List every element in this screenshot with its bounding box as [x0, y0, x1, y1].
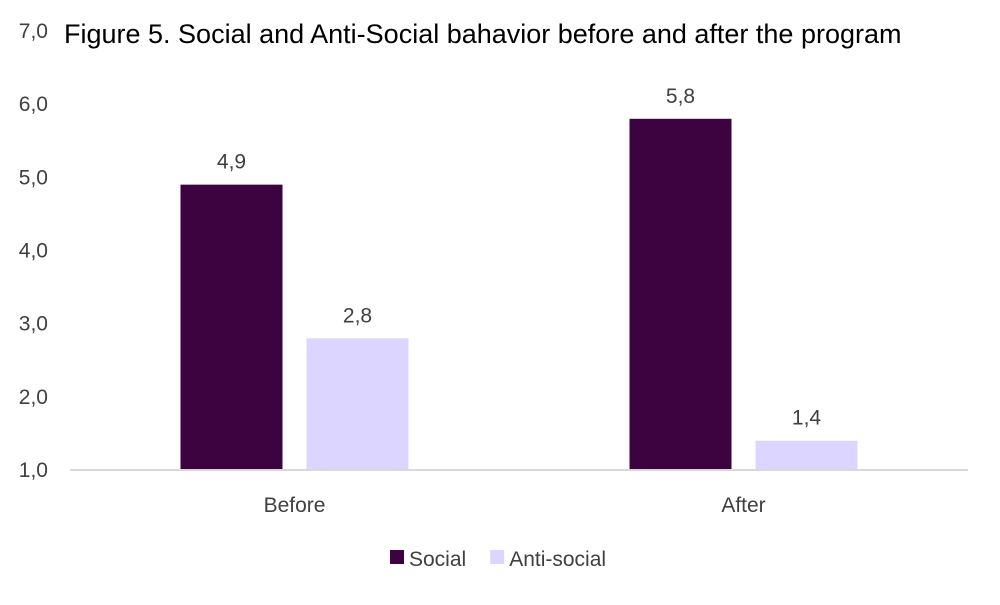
bar-anti-social-before — [306, 338, 409, 470]
bar-anti-social-after — [755, 440, 858, 470]
legend-swatch — [490, 550, 505, 564]
y-tick-label: 3,0 — [19, 313, 48, 336]
y-tick-label: 5,0 — [19, 166, 48, 189]
legend-label: Anti-social — [509, 548, 606, 571]
x-axis-categories: Before After — [264, 494, 766, 517]
data-label: 4,9 — [217, 151, 246, 174]
x-category-label: Before — [264, 494, 326, 517]
y-tick-label: 7,0 — [19, 20, 48, 43]
x-category-label: After — [721, 494, 765, 517]
data-label: 2,8 — [343, 304, 372, 327]
bar-social-before — [180, 184, 283, 470]
legend: Social Anti-social — [390, 548, 606, 571]
legend-swatch — [390, 550, 404, 564]
y-tick-label: 4,0 — [19, 240, 48, 263]
y-axis-ticks: 1,0 2,0 3,0 4,0 5,0 6,0 7,0 — [19, 20, 48, 482]
data-label: 1,4 — [792, 407, 822, 430]
legend-label: Social — [409, 548, 466, 571]
data-label: 5,8 — [666, 85, 695, 108]
bar-social-after — [629, 118, 732, 471]
bars — [180, 118, 858, 471]
chart-title: Figure 5. Social and Anti-Social bahavio… — [64, 19, 902, 49]
y-tick-label: 6,0 — [19, 93, 48, 116]
y-tick-label: 1,0 — [19, 459, 48, 482]
y-tick-label: 2,0 — [19, 386, 48, 409]
data-labels: 4,9 2,8 5,8 1,4 — [217, 85, 822, 430]
